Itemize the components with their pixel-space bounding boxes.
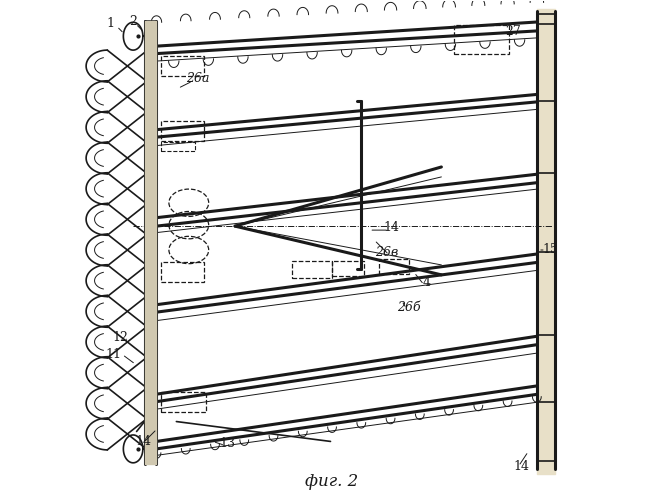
- Text: 14: 14: [384, 221, 400, 234]
- Text: 4: 4: [422, 276, 430, 289]
- Text: 26б: 26б: [397, 300, 421, 314]
- Text: 14: 14: [135, 435, 151, 448]
- Text: 26а: 26а: [186, 72, 210, 85]
- Text: 2: 2: [129, 15, 137, 28]
- Text: 1: 1: [107, 18, 115, 30]
- Text: 26в: 26в: [375, 246, 398, 259]
- Text: 13: 13: [220, 438, 236, 450]
- Text: 27: 27: [505, 24, 521, 38]
- Text: 12: 12: [113, 330, 129, 344]
- Text: 15: 15: [543, 244, 558, 256]
- Text: фиг. 2: фиг. 2: [305, 472, 359, 490]
- Text: 11: 11: [105, 348, 122, 361]
- Text: 14: 14: [513, 460, 529, 473]
